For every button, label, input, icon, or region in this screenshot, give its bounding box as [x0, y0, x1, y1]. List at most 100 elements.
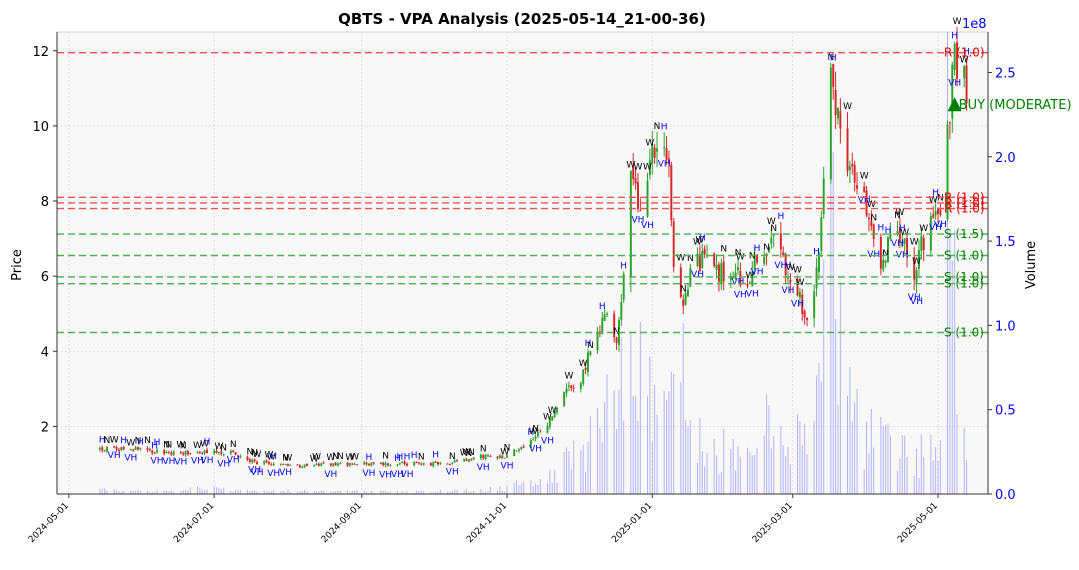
vpa-label: VH	[782, 286, 795, 296]
vpa-label: N	[382, 451, 389, 461]
candle-body	[465, 459, 468, 461]
candle-body	[863, 186, 866, 193]
candle-body	[289, 464, 292, 466]
candle-body	[729, 275, 732, 280]
vpa-label: N	[282, 454, 289, 464]
candle-body	[898, 227, 901, 243]
vpa-label: W	[929, 196, 938, 206]
candle-body	[746, 283, 749, 287]
vpa-label: VH	[267, 469, 280, 479]
candle-body	[301, 467, 304, 469]
candle-body	[246, 456, 249, 460]
candle-body	[672, 221, 675, 267]
candle-body	[470, 459, 473, 461]
vpa-label: N	[163, 440, 170, 450]
vpa-label: N	[504, 443, 511, 453]
candle-body	[856, 185, 859, 189]
vpa-label: W	[634, 163, 643, 173]
candle-body	[253, 459, 256, 462]
vpa-label: N	[230, 440, 237, 450]
candle-body	[332, 463, 335, 466]
candle-body	[129, 449, 132, 451]
candle-body	[179, 452, 182, 454]
vpa-label: N	[449, 452, 456, 462]
vpa-label: N	[480, 445, 487, 455]
candle-body	[484, 454, 487, 459]
vpa-label: W	[462, 448, 471, 458]
vpa-label: H	[877, 224, 884, 234]
candle-body	[167, 452, 170, 454]
candle-body	[482, 454, 485, 459]
candle-body	[632, 167, 635, 179]
vpa-label: H	[527, 428, 534, 438]
candle-body	[906, 238, 909, 257]
candle-body	[115, 447, 118, 450]
vpa-label: VH	[477, 463, 490, 473]
vpa-label: N	[144, 436, 151, 446]
candle-body	[739, 271, 742, 286]
candle-body	[682, 299, 685, 307]
vpa-label: N	[680, 285, 687, 295]
candle-body	[653, 147, 656, 158]
vpa-label: VH	[658, 160, 671, 170]
candle-body	[353, 463, 356, 466]
volume-tick-label: 0.5	[995, 404, 1016, 419]
vpa-label: VH	[162, 457, 175, 467]
candle-body	[384, 463, 387, 466]
support-label: S (1.0)	[944, 248, 984, 262]
vpa-label: W	[676, 253, 685, 263]
candle-body	[570, 385, 573, 389]
candle-body	[284, 464, 287, 466]
candle-body	[748, 282, 751, 284]
candle-body	[239, 456, 242, 458]
resistance-label: R (1.0)	[944, 196, 985, 210]
candle-body	[336, 463, 339, 466]
candle-body	[320, 463, 323, 466]
candle-body	[451, 462, 454, 464]
candle-body	[348, 463, 351, 466]
candle-body	[415, 462, 418, 464]
vpa-label: W	[626, 161, 635, 171]
candle-body	[196, 451, 199, 454]
candle-body	[853, 164, 856, 183]
candle-body	[701, 250, 704, 269]
vpa-label: W	[529, 427, 538, 437]
vpa-label: W	[214, 442, 223, 452]
candle-body	[639, 210, 642, 212]
vpa-label: H	[366, 453, 373, 463]
candle-body	[556, 407, 559, 413]
candle-body	[363, 462, 366, 465]
candle-body	[879, 236, 882, 269]
candle-body	[646, 180, 649, 217]
candle-body	[267, 461, 270, 464]
vpa-label: VH	[529, 444, 542, 454]
candle-body	[186, 451, 189, 454]
candle-body	[651, 144, 654, 164]
candle-body	[372, 462, 375, 464]
candle-body	[206, 449, 208, 454]
candle-body	[565, 388, 568, 393]
vpa-label: H	[661, 122, 668, 132]
candle-body	[272, 463, 275, 465]
vpa-label: VH	[124, 454, 137, 464]
candle-body	[120, 447, 123, 450]
candle-body	[956, 42, 959, 79]
candle-body	[817, 252, 820, 272]
candle-body	[848, 166, 851, 170]
candle-body	[498, 455, 501, 458]
candle-body	[872, 224, 875, 240]
vpa-label: N	[466, 449, 473, 459]
candle-body	[256, 461, 258, 464]
candle-body	[386, 463, 389, 466]
candle-body	[117, 449, 120, 451]
vpa-label: H	[899, 224, 906, 234]
vpa-label: W	[253, 450, 262, 460]
candle-body	[106, 447, 108, 452]
vpa-label: H	[396, 452, 403, 462]
resistance-label: R (1.0)	[944, 190, 985, 204]
candle-body	[334, 462, 337, 466]
candle-body	[346, 462, 349, 466]
candle-body	[401, 462, 404, 464]
vpa-label: W	[312, 452, 321, 462]
